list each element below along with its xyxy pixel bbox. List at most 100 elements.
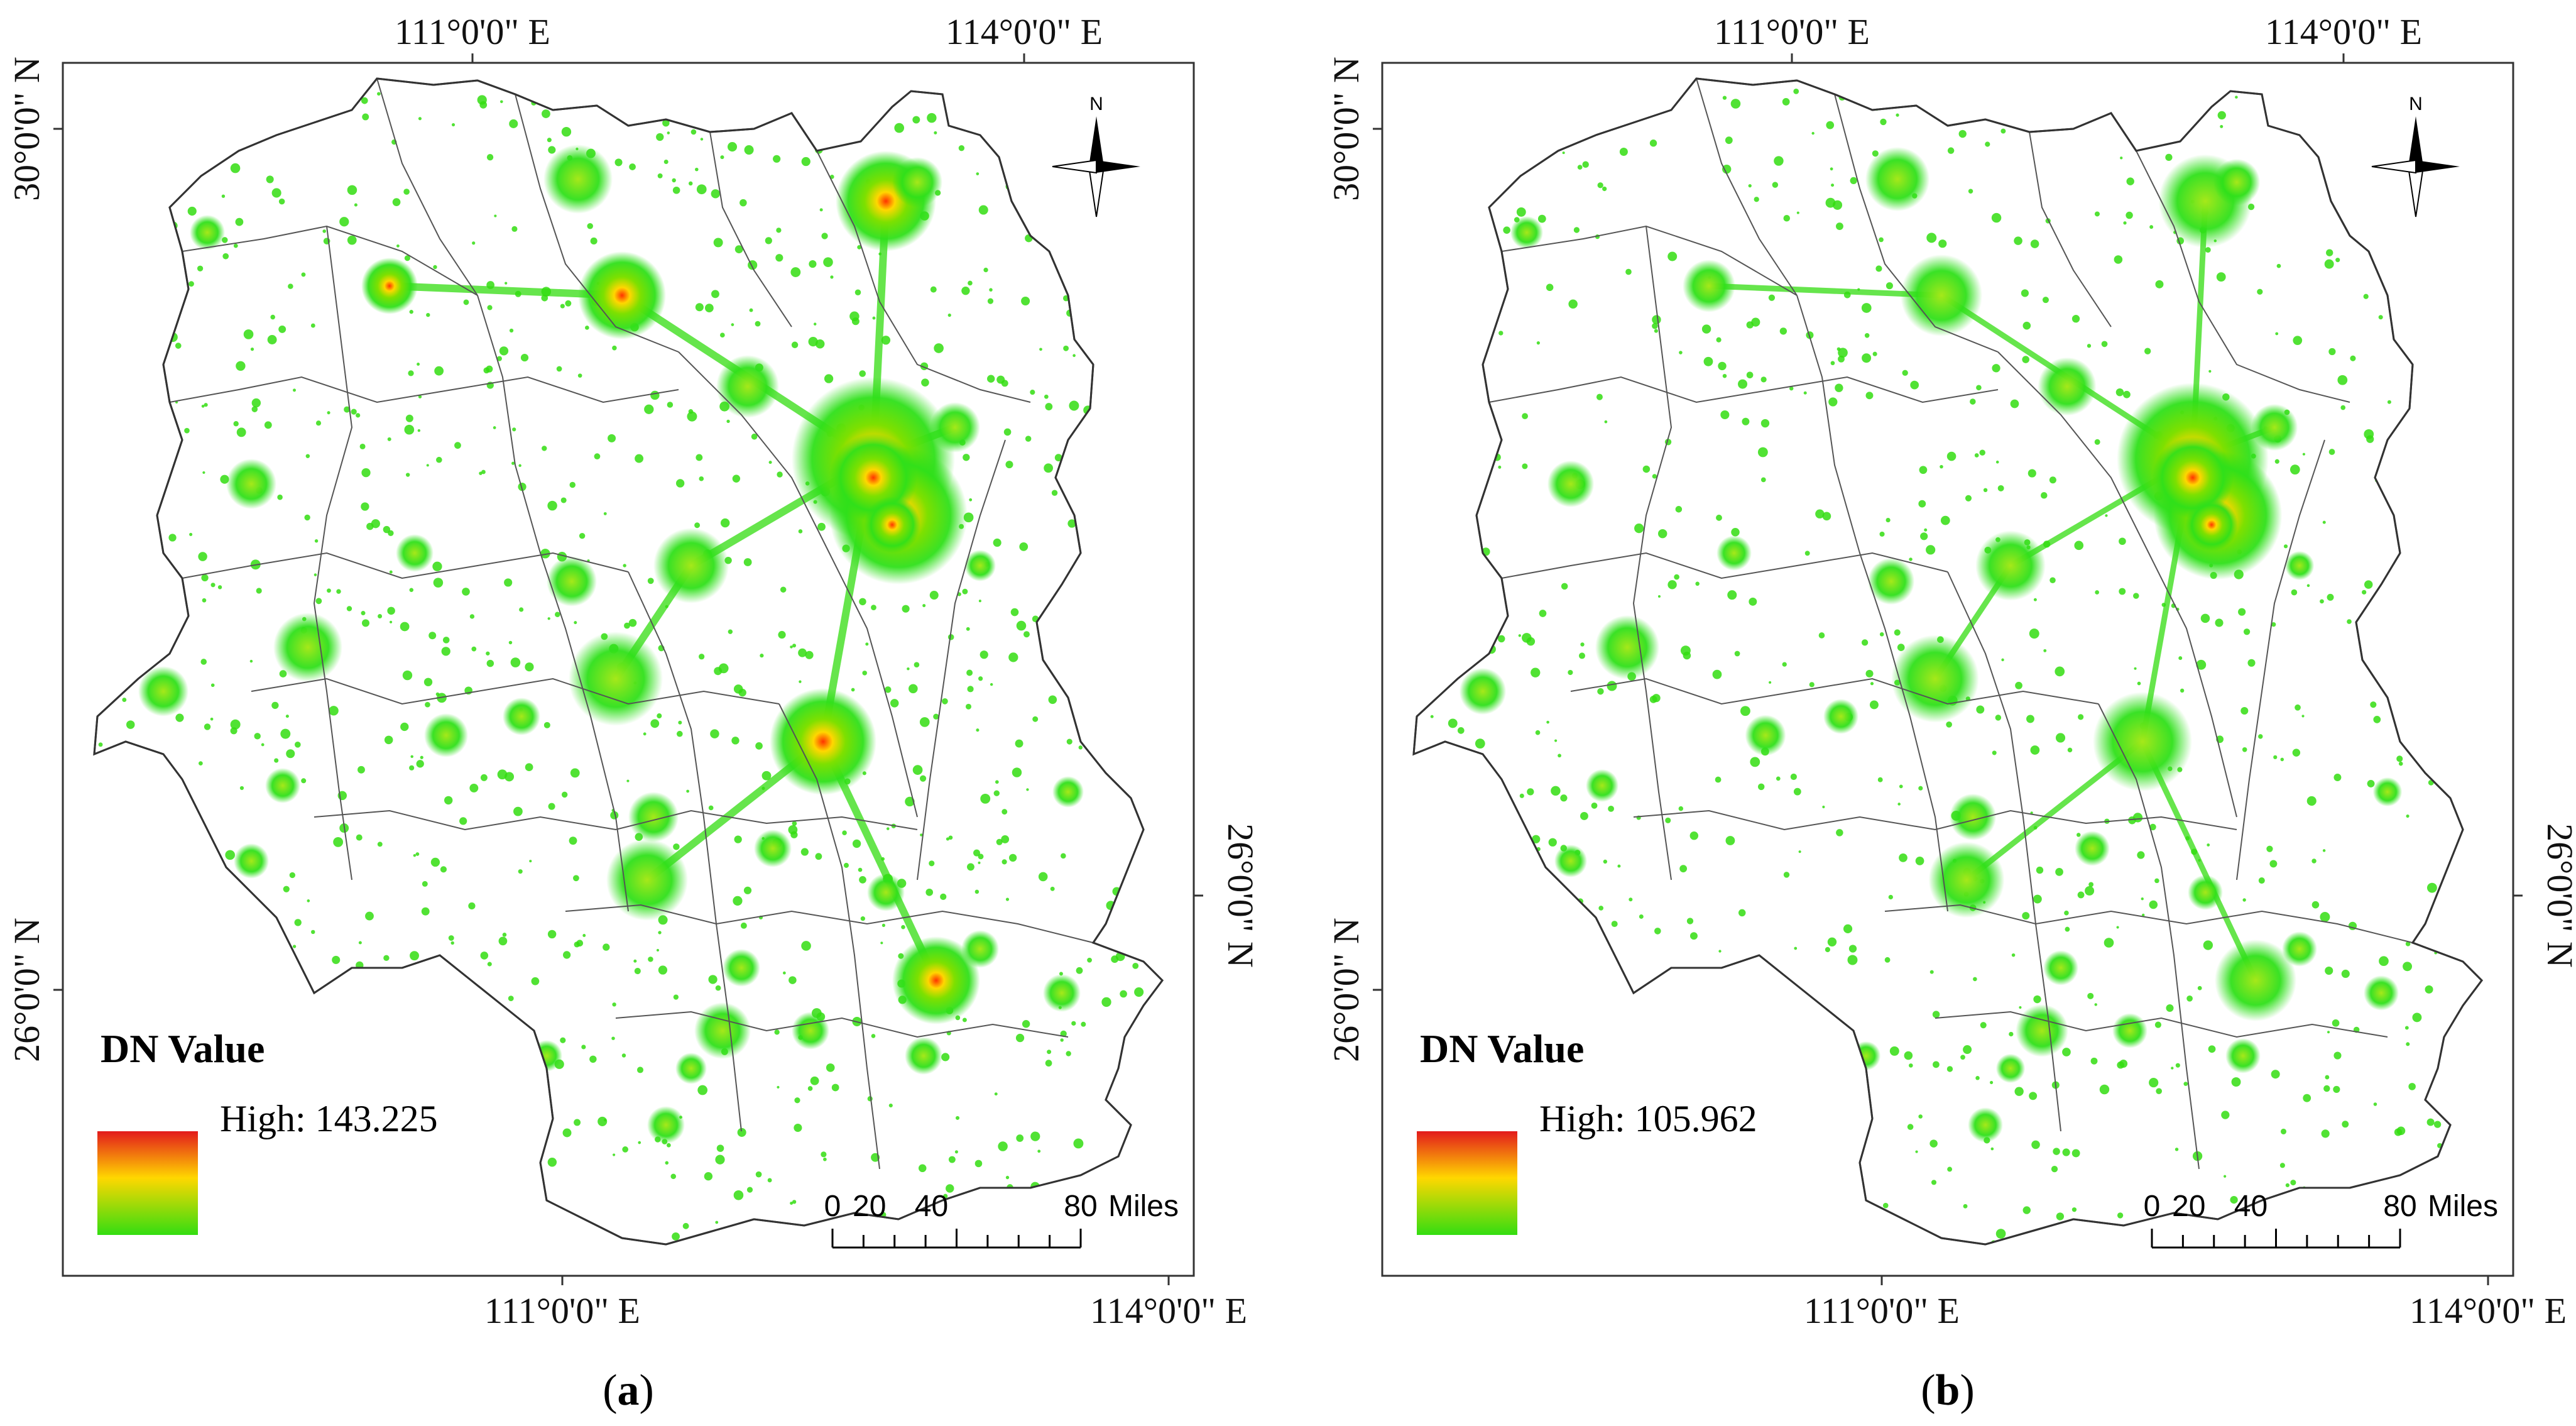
light-speck: [830, 275, 834, 279]
light-speck: [1015, 1033, 1025, 1043]
lon-label-top-right: 114°0'0" E: [2265, 11, 2422, 52]
light-speck: [139, 473, 150, 484]
light-speck: [548, 803, 555, 810]
light-speck: [760, 654, 764, 658]
light-speck: [1076, 226, 1085, 234]
light-speck: [711, 189, 720, 199]
light-speck: [1425, 289, 1428, 292]
light-speck: [1099, 543, 1108, 552]
light-speck: [433, 578, 444, 588]
light-speck: [114, 165, 122, 173]
light-speck: [325, 1213, 329, 1217]
light-speck: [512, 427, 516, 432]
light-speck: [1970, 398, 1976, 405]
light-speck: [1120, 990, 1127, 998]
light-speck: [1760, 419, 1770, 428]
light-speck: [1652, 322, 1658, 329]
light-speck: [1609, 965, 1617, 974]
light-speck: [442, 1092, 450, 1100]
light-speck: [2321, 1129, 2330, 1138]
light-speck: [2217, 111, 2226, 120]
light-speck: [361, 502, 369, 511]
light-speck: [672, 186, 680, 194]
light-speck: [392, 198, 401, 206]
light-speck: [2433, 363, 2443, 372]
light-speck: [2311, 858, 2317, 864]
light-speck: [1607, 681, 1617, 691]
light-speck: [1044, 463, 1053, 473]
light-speck: [457, 1222, 461, 1226]
light-speck: [1008, 652, 1018, 662]
light-speck: [1689, 932, 1698, 940]
light-speck: [914, 662, 920, 668]
scale-tick-label: 0: [2144, 1190, 2161, 1223]
light-speck: [2385, 108, 2394, 118]
light-speck: [930, 286, 937, 293]
light-speck: [789, 976, 797, 984]
light-speck: [1907, 1124, 1914, 1130]
light-speck: [1933, 1061, 1940, 1068]
light-speck: [978, 853, 984, 860]
light-speck: [934, 131, 937, 134]
light-speck: [2087, 344, 2092, 348]
light-speck: [768, 461, 772, 464]
light-speck: [270, 314, 275, 320]
light-speck: [322, 229, 326, 233]
light-speck: [1712, 669, 1722, 679]
legend-color-ramp: [97, 1131, 198, 1235]
light-speck: [1516, 207, 1526, 217]
light-speck: [919, 775, 927, 782]
light-speck: [2067, 747, 2073, 753]
light-speck: [2450, 474, 2455, 480]
light-speck: [1649, 140, 1657, 147]
light-speck: [286, 749, 295, 759]
light-speck: [214, 1195, 223, 1204]
light-speck: [548, 146, 556, 154]
light-speck: [920, 833, 923, 836]
light-speck: [2166, 1004, 2174, 1012]
light-speck: [1554, 739, 1558, 742]
light-speck: [1141, 677, 1145, 681]
light-speck: [773, 155, 781, 163]
light-speck: [1804, 551, 1810, 556]
light-speck: [332, 1165, 336, 1169]
urban-light-cluster: [2225, 1038, 2261, 1073]
light-speck: [871, 1034, 876, 1038]
light-speck: [1745, 996, 1751, 1002]
light-speck: [673, 843, 680, 850]
light-speck: [423, 677, 433, 686]
light-speck: [1655, 1002, 1659, 1006]
light-speck: [1861, 639, 1869, 646]
light-speck: [1673, 1156, 1682, 1165]
light-speck: [851, 131, 855, 135]
light-speck: [573, 875, 579, 882]
light-speck: [2197, 985, 2202, 990]
light-speck: [921, 378, 929, 387]
light-speck: [317, 1051, 326, 1060]
light-speck: [221, 194, 226, 198]
light-speck: [1882, 1202, 1889, 1209]
light-speck: [375, 1206, 385, 1216]
light-speck: [974, 1160, 983, 1168]
light-speck: [531, 977, 540, 985]
light-speck: [397, 1237, 403, 1244]
light-speck: [222, 253, 229, 260]
light-speck: [1518, 634, 1521, 637]
light-speck: [2243, 628, 2251, 635]
light-speck: [1548, 838, 1557, 847]
light-speck: [508, 995, 514, 1002]
light-speck: [678, 720, 682, 725]
light-speck: [672, 178, 676, 183]
light-speck: [2090, 1057, 2098, 1065]
light-speck: [2022, 1206, 2031, 1214]
light-speck: [1522, 463, 1528, 469]
light-speck: [2242, 747, 2247, 752]
light-speck: [1604, 420, 1608, 424]
light-speck: [2076, 833, 2081, 837]
light-speck: [1722, 96, 1727, 100]
light-speck: [399, 1161, 409, 1171]
map-svg: 111°0'0" E 114°0'0" E 111°0'0" E 114°0'0" E…: [6, 11, 1261, 1415]
light-speck: [339, 1236, 347, 1244]
light-speck: [499, 100, 503, 104]
light-speck: [1602, 186, 1607, 192]
